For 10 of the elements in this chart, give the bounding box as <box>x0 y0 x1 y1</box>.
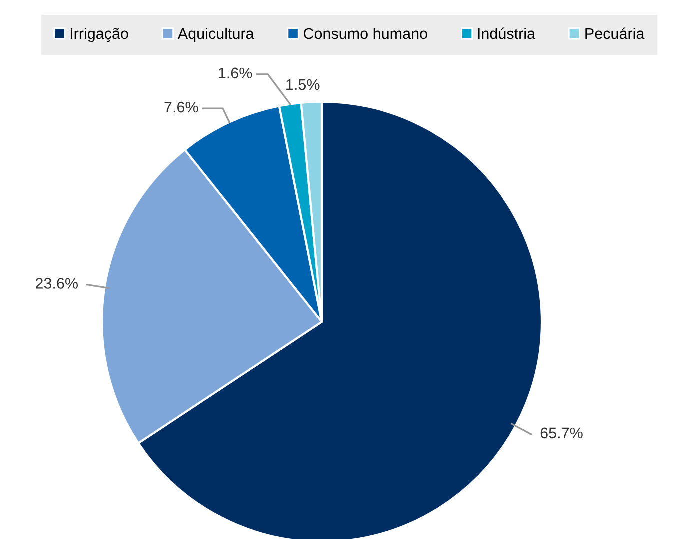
legend-label: Indústria <box>478 28 536 40</box>
legend-label: Consumo humano <box>304 28 428 40</box>
data-label: 23.6% <box>36 278 78 289</box>
legend-label: Irrigação <box>70 28 128 42</box>
data-label: 1.6% <box>219 68 252 79</box>
legend-label: Pecuária <box>586 28 645 40</box>
data-label: 65.7% <box>540 428 583 439</box>
data-label: 7.6% <box>164 102 198 113</box>
legend-label: Aquicultura <box>178 28 254 42</box>
data-label: 1.5% <box>286 79 320 90</box>
